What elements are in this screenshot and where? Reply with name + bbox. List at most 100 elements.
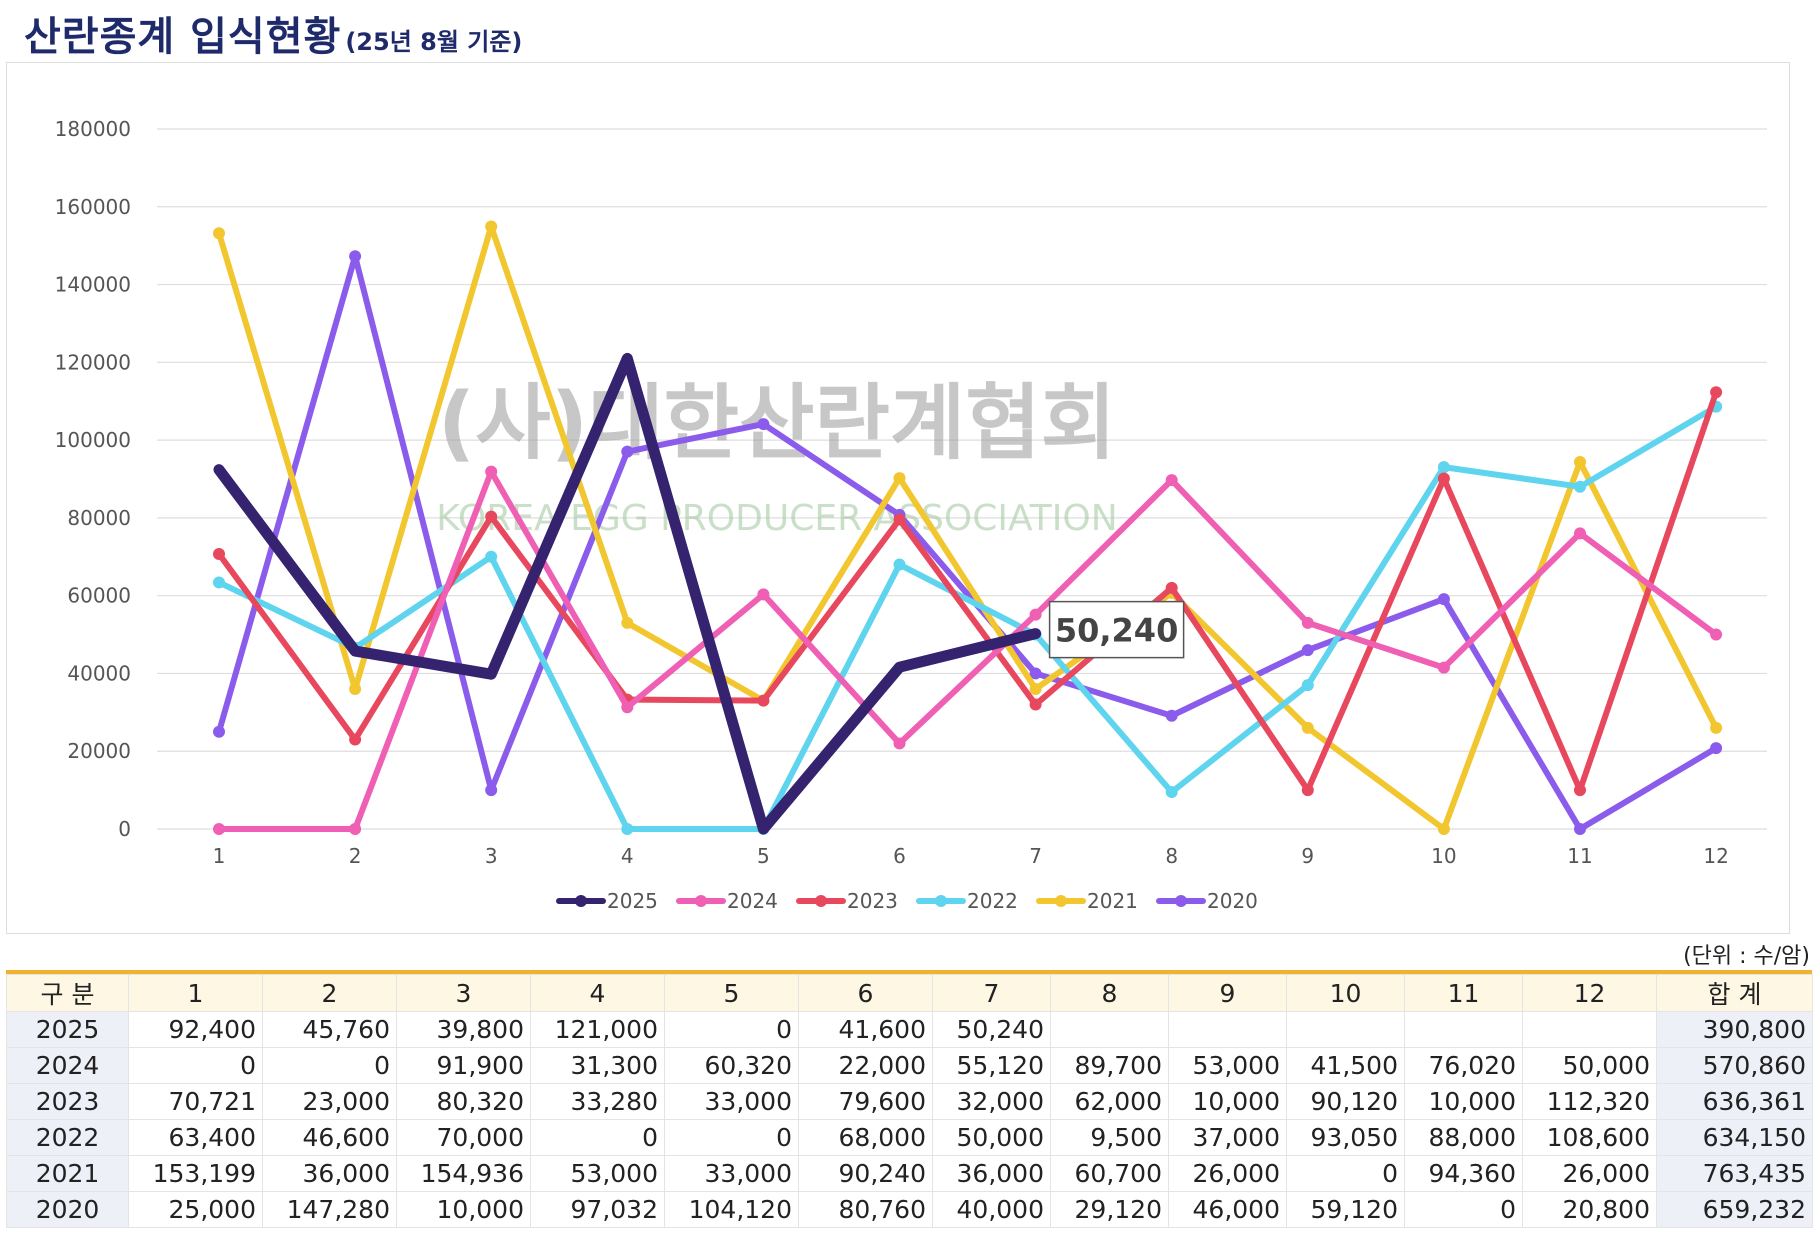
table-cell: 104,120 [664,1191,799,1228]
data-point [621,823,634,835]
title-main: 산란종계 입식현황 [24,14,342,60]
series-2024 [213,465,1723,835]
y-axis-ticks: 0 20000 40000 60000 80000 100000 120000 140000 1… [55,117,131,841]
x-tick-label: 9 [1301,844,1314,868]
data-point [1574,784,1586,797]
table-cell: 94,360 [1404,1155,1523,1192]
page-title: 산란종계 입식현황 (25년 8월 기준) [24,4,522,60]
data-point [485,510,498,523]
series-line-2024 [216,468,1720,832]
x-tick-label: 12 [1703,844,1728,868]
data-point [349,683,362,695]
table-cell: 0 [664,1119,799,1156]
x-axis-ticks: 1 2 3 4 5 6 7 8 9 10 11 12 [213,844,1729,868]
header-month: 4 [530,974,665,1012]
table-cell: 39,800 [396,1011,531,1048]
table-row: 2020 25,000 147,280 10,000 97,032 104,120 80,7… [6,1191,1813,1228]
table-cell: 10,000 [396,1191,531,1228]
table-cell: 70,000 [396,1119,531,1156]
table-cell: 50,000 [932,1119,1051,1156]
data-point [1574,480,1586,493]
legend-label: 2022 [967,889,1018,913]
data-point [485,220,498,233]
legend-label: 2024 [727,889,778,913]
data-point [485,784,498,797]
x-tick-label: 3 [485,844,498,868]
line-chart: 0 20000 40000 60000 80000 100000 120000 140000 1… [55,117,1767,913]
data-point [213,547,225,560]
table-row: 2024 0 0 91,900 31,300 60,320 22,000 55,120 89,7… [6,1047,1813,1084]
y-tick-label: 180000 [55,117,131,141]
table-cell: 90,120 [1286,1083,1405,1120]
data-point [893,513,906,526]
data-point [1574,527,1586,540]
table-cell: 112,320 [1522,1083,1657,1120]
table-cell: 62,000 [1050,1083,1169,1120]
row-year: 2025 [6,1011,129,1048]
x-tick-label: 6 [893,844,906,868]
table-cell: 63,400 [128,1119,263,1156]
table-cell: 154,936 [396,1155,531,1192]
row-year: 2024 [6,1047,129,1084]
row-total: 570,860 [1656,1047,1813,1084]
legend-item-2021: 2021 [1036,889,1138,913]
table-cell: 46,000 [1168,1191,1287,1228]
table-cell: 108,600 [1522,1119,1657,1156]
table-cell [1404,1011,1523,1048]
series-line-2022 [216,403,1720,832]
table-cell: 33,000 [664,1083,799,1120]
data-point [1029,608,1042,621]
table-cell: 46,600 [262,1119,397,1156]
y-tick-label: 80000 [67,506,131,530]
data-point [1165,709,1178,722]
data-point [1301,644,1314,657]
table-cell: 0 [1404,1191,1523,1228]
legend-marker [695,895,707,907]
table-cell: 89,700 [1050,1047,1169,1084]
table-cell: 0 [262,1047,397,1084]
data-point [621,445,634,458]
x-tick-label: 7 [1029,844,1042,868]
row-year: 2022 [6,1119,129,1156]
x-tick-label: 11 [1567,844,1592,868]
legend-label: 2021 [1087,889,1138,913]
legend-item-2025: 2025 [556,889,658,913]
data-point [1710,721,1723,734]
y-tick-label: 40000 [67,661,131,685]
data-point [1165,474,1178,487]
data-point [213,227,225,240]
data-point [1301,616,1314,629]
table-cell: 25,000 [128,1191,263,1228]
row-year: 2020 [6,1191,129,1228]
table-cell: 80,760 [798,1191,933,1228]
table-cell: 91,900 [396,1047,531,1084]
table-cell: 36,000 [932,1155,1051,1192]
table-cell: 53,000 [530,1155,665,1192]
y-tick-label: 0 [118,817,131,841]
table-cell: 26,000 [1522,1155,1657,1192]
watermark-korean: (사)대한산란계협회 [438,376,1116,471]
data-point [621,616,634,629]
table-cell [1522,1011,1657,1048]
data-point [349,250,362,263]
data-point [1437,472,1450,485]
series-2023 [213,386,1723,797]
data-point [1301,721,1314,734]
table-cell: 10,000 [1404,1083,1523,1120]
series-line-2023 [216,389,1720,794]
legend-item-2022: 2022 [916,889,1018,913]
legend-item-2024: 2024 [676,889,778,913]
row-total: 634,150 [1656,1119,1813,1156]
legend-label: 2020 [1207,889,1258,913]
y-tick-label: 20000 [67,739,131,763]
series-lines [213,220,1723,835]
callout-label: 50,240 [1055,612,1178,650]
table-cell [1286,1011,1405,1048]
legend-item-2023: 2023 [796,889,898,913]
watermark: (사)대한산란계협회 KOREA EGG PRODUCER ASSOCIATIO… [436,376,1117,539]
data-point [1437,461,1450,474]
x-tick-label: 1 [213,844,226,868]
data-table: 구 분 1 2 3 4 5 6 7 8 9 10 11 12 합 계 2025 92,400 45,760 39… [6,970,1813,1228]
legend-label: 2025 [607,889,658,913]
table-cell: 41,600 [798,1011,933,1048]
